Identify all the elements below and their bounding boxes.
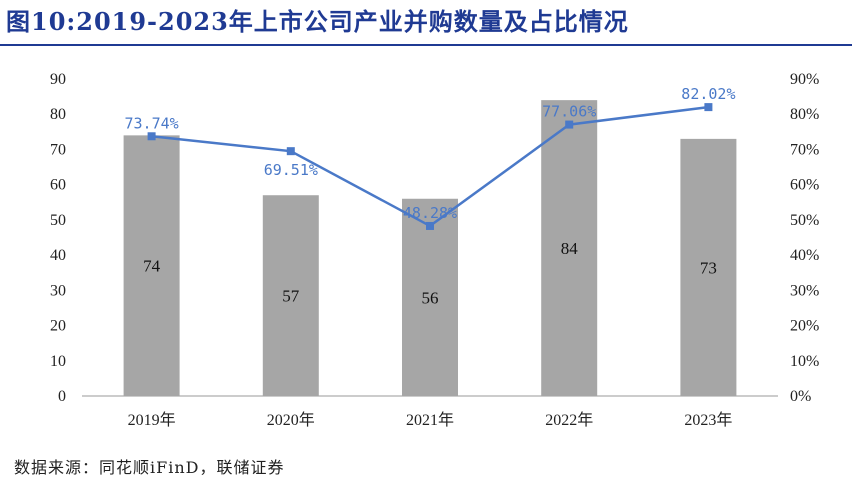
percentage-label: 69.51% xyxy=(264,161,318,179)
bars-group xyxy=(123,100,737,396)
bar xyxy=(541,100,598,396)
bar xyxy=(402,198,458,396)
category-label: 2019年 xyxy=(128,411,176,429)
left-axis-tick-label: 50 xyxy=(50,212,66,229)
percentage-labels-group: 73.74% 69.51% 48.28% 77.06% 82.02% xyxy=(125,85,736,222)
percentage-label: 77.06% xyxy=(542,103,596,121)
percentage-label: 73.74% xyxy=(125,114,179,132)
right-axis-tick-label: 90% xyxy=(790,71,819,88)
bar xyxy=(262,195,319,396)
bar-value-label: 57 xyxy=(282,287,300,306)
left-axis-tick-label: 20 xyxy=(50,318,66,335)
left-axis-tick-label: 0 xyxy=(58,388,66,405)
percentage-label: 48.28% xyxy=(403,204,457,222)
bar-value-label: 73 xyxy=(700,258,717,277)
left-axis-tick-label: 40 xyxy=(50,247,66,264)
right-axis-tick-label: 10% xyxy=(790,353,819,370)
bar-value-label: 56 xyxy=(422,288,439,307)
line-marker xyxy=(426,221,434,230)
category-label: 2021年 xyxy=(406,411,454,429)
right-axis-tick-label: 20% xyxy=(790,318,819,335)
bar-labels-group: 74 57 56 84 73 xyxy=(143,239,717,307)
left-axis-tick-label: 70 xyxy=(50,141,66,158)
percentage-label: 82.02% xyxy=(681,85,735,103)
category-label: 2023年 xyxy=(684,411,732,429)
chart-title: 图10:2019-2023年上市公司产业并购数量及占比情况 xyxy=(6,7,629,36)
line-marker xyxy=(147,132,156,141)
category-labels-group: 2019年 2020年 2021年 2022年 2023年 xyxy=(128,411,733,429)
bar-value-label: 74 xyxy=(143,257,161,276)
right-axis-tick-label: 40% xyxy=(790,247,819,264)
bar-value-label: 84 xyxy=(561,239,579,258)
source-note: 数据来源：同花顺iFinD，联储证券 xyxy=(14,458,285,477)
title-underline xyxy=(0,44,852,46)
line-marker xyxy=(565,120,574,129)
bar xyxy=(123,135,180,396)
right-axis-tick-label: 0% xyxy=(790,388,811,405)
right-axis-tick-label: 30% xyxy=(790,282,819,299)
category-label: 2022年 xyxy=(545,411,593,429)
line-marker xyxy=(286,147,295,156)
left-axis-ticks: 0 10 20 30 40 50 60 70 80 90 xyxy=(50,71,66,405)
right-axis-tick-label: 80% xyxy=(790,106,819,123)
line-markers-group xyxy=(147,103,713,230)
left-axis-tick-label: 90 xyxy=(50,71,66,88)
left-axis-tick-label: 30 xyxy=(50,282,66,299)
right-axis-tick-label: 60% xyxy=(790,177,819,194)
left-axis-tick-label: 60 xyxy=(50,177,66,194)
right-axis-tick-label: 50% xyxy=(790,212,819,229)
line-marker xyxy=(704,103,713,112)
right-axis-tick-label: 70% xyxy=(790,141,819,158)
left-axis-tick-label: 80 xyxy=(50,106,66,123)
left-axis-tick-label: 10 xyxy=(50,353,66,370)
right-axis-ticks: 0% 10% 20% 30% 40% 50% 60% 70% 80% 90% xyxy=(790,71,819,405)
bar xyxy=(680,138,737,396)
category-label: 2020年 xyxy=(267,411,315,429)
